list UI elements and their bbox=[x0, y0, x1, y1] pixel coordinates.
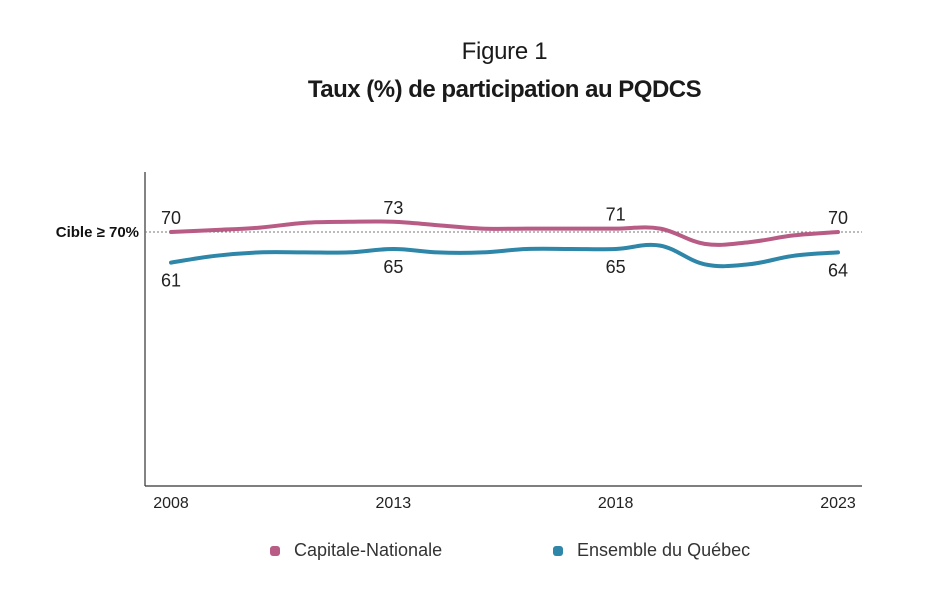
x-tick-label-2008: 2008 bbox=[153, 495, 189, 512]
x-tick-label-2023: 2023 bbox=[820, 495, 856, 512]
series-lines bbox=[169, 219, 840, 269]
x-tick-label-2018: 2018 bbox=[598, 495, 634, 512]
legend-label-ensemble-du-quebec: Ensemble du Québec bbox=[577, 540, 751, 560]
data-label-ensemble-du-quebec-2008: 61 bbox=[161, 271, 181, 291]
data-label-ensemble-du-quebec-2018: 65 bbox=[606, 257, 626, 277]
data-label-capitale-nationale-2023: 70 bbox=[828, 208, 848, 228]
legend-item-capitale-nationale: Capitale-Nationale bbox=[270, 540, 442, 561]
x-tick-labels: 2008 2013 2018 2023 bbox=[153, 495, 856, 512]
chart-title: Taux (%) de participation au PQDCS bbox=[307, 76, 702, 103]
data-label-capitale-nationale-2013: 73 bbox=[383, 198, 403, 218]
figure-label: Figure 1 bbox=[461, 38, 548, 65]
data-label-ensemble-du-quebec-2023: 64 bbox=[828, 260, 848, 280]
series-line-capitale-nationale bbox=[169, 219, 840, 247]
data-labels: 70 73 71 70 61 65 65 64 bbox=[161, 198, 848, 291]
data-label-ensemble-du-quebec-2013: 65 bbox=[383, 257, 403, 277]
series-line-ensemble-du-quebec bbox=[169, 242, 840, 269]
legend-item-ensemble-du-quebec: Ensemble du Québec bbox=[553, 540, 750, 561]
data-label-capitale-nationale-2008: 70 bbox=[161, 208, 181, 228]
legend-label-capitale-nationale: Capitale-Nationale bbox=[294, 540, 443, 560]
x-tick-label-2013: 2013 bbox=[376, 495, 412, 512]
legend-swatch-capitale-nationale bbox=[270, 545, 280, 556]
data-label-capitale-nationale-2018: 71 bbox=[606, 205, 626, 225]
legend-swatch-ensemble-du-quebec bbox=[553, 545, 563, 556]
target-label: Cible ≥ 70% bbox=[56, 224, 139, 241]
